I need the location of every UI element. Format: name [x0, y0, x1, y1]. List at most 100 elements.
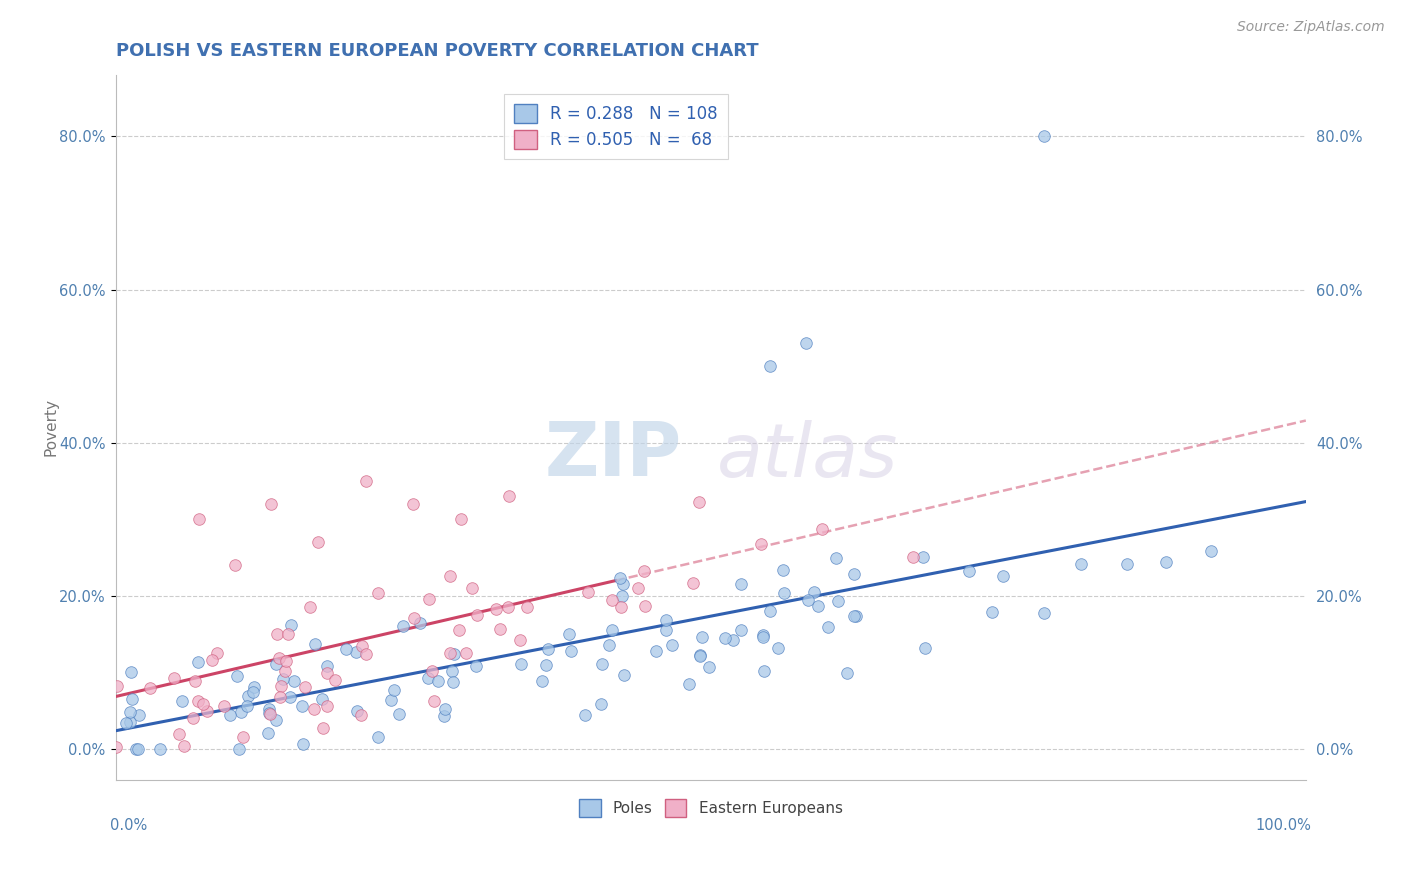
Point: [350, 639, 373, 653]
Point: [797, 592, 820, 607]
Point: [574, 708, 596, 723]
Point: [498, 489, 520, 503]
Text: 100.0%: 100.0%: [1256, 818, 1312, 833]
Point: [600, 593, 623, 607]
Point: [236, 689, 259, 703]
Point: [312, 722, 335, 736]
Point: [267, 651, 290, 665]
Point: [277, 626, 299, 640]
Point: [690, 630, 713, 644]
Point: [655, 624, 678, 638]
Point: [266, 626, 288, 640]
Point: [316, 659, 339, 673]
Point: [257, 726, 280, 740]
Point: [817, 620, 839, 634]
Point: [627, 581, 650, 595]
Point: [121, 692, 143, 706]
Point: [516, 599, 538, 614]
Point: [447, 623, 470, 637]
Point: [1033, 607, 1056, 621]
Point: [200, 653, 222, 667]
Point: [759, 604, 782, 618]
Point: [270, 680, 292, 694]
Point: [188, 512, 211, 526]
Point: [316, 665, 339, 680]
Point: [434, 701, 457, 715]
Point: [441, 675, 464, 690]
Point: [612, 668, 634, 682]
Point: [752, 628, 775, 642]
Text: Source: ZipAtlas.com: Source: ZipAtlas.com: [1237, 20, 1385, 34]
Point: [794, 336, 817, 351]
Point: [148, 742, 170, 756]
Point: [294, 680, 316, 694]
Point: [392, 619, 415, 633]
Point: [509, 657, 531, 672]
Point: [420, 664, 443, 678]
Point: [325, 673, 347, 688]
Point: [730, 577, 752, 591]
Point: [1199, 544, 1222, 558]
Point: [236, 699, 259, 714]
Point: [195, 704, 218, 718]
Point: [173, 739, 195, 753]
Point: [773, 585, 796, 599]
Point: [356, 647, 378, 661]
Point: [465, 659, 488, 673]
Point: [981, 606, 1004, 620]
Point: [128, 708, 150, 723]
Point: [610, 600, 633, 615]
Point: [824, 551, 846, 566]
Point: [354, 474, 377, 488]
Point: [689, 648, 711, 662]
Legend: Poles, Eastern Europeans: Poles, Eastern Europeans: [574, 793, 849, 822]
Point: [259, 702, 281, 716]
Point: [558, 627, 581, 641]
Point: [600, 623, 623, 637]
Point: [382, 683, 405, 698]
Point: [576, 585, 599, 599]
Point: [231, 706, 253, 720]
Point: [402, 497, 425, 511]
Point: [170, 693, 193, 707]
Point: [534, 657, 557, 672]
Point: [416, 671, 439, 685]
Point: [688, 495, 710, 509]
Point: [228, 742, 250, 756]
Point: [335, 642, 357, 657]
Point: [162, 672, 184, 686]
Point: [183, 674, 205, 689]
Point: [730, 624, 752, 638]
Point: [242, 685, 264, 699]
Point: [380, 692, 402, 706]
Point: [496, 600, 519, 615]
Text: POLISH VS EASTERN EUROPEAN POVERTY CORRELATION CHART: POLISH VS EASTERN EUROPEAN POVERTY CORRE…: [115, 42, 759, 60]
Text: atlas: atlas: [717, 419, 898, 491]
Point: [278, 690, 301, 704]
Point: [443, 647, 465, 661]
Point: [440, 664, 463, 678]
Point: [752, 664, 775, 678]
Point: [439, 646, 461, 660]
Point: [274, 665, 297, 679]
Point: [120, 665, 142, 680]
Point: [181, 711, 204, 725]
Point: [811, 522, 834, 536]
Point: [661, 639, 683, 653]
Point: [225, 668, 247, 682]
Point: [307, 535, 329, 549]
Point: [264, 657, 287, 671]
Point: [591, 657, 613, 671]
Point: [125, 742, 148, 756]
Point: [105, 680, 128, 694]
Point: [837, 666, 859, 681]
Point: [273, 672, 295, 686]
Point: [205, 647, 228, 661]
Point: [344, 644, 367, 658]
Point: [456, 647, 478, 661]
Point: [560, 643, 582, 657]
Point: [127, 742, 149, 756]
Point: [589, 697, 612, 711]
Point: [845, 609, 868, 624]
Point: [772, 563, 794, 577]
